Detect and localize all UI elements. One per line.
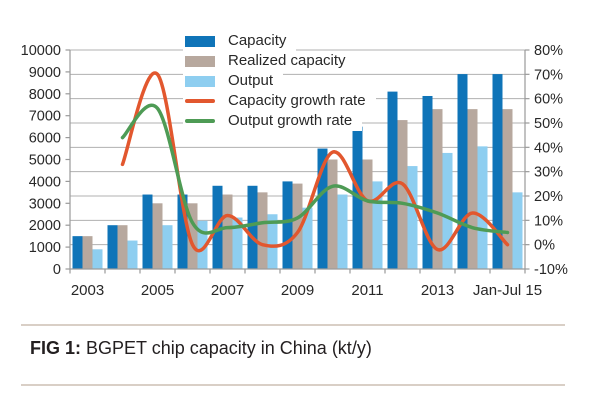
bar-output-2014 bbox=[477, 146, 488, 269]
bar-output-2006 bbox=[197, 220, 208, 269]
bar-output-2012 bbox=[407, 166, 418, 269]
legend-swatch-capacity bbox=[185, 35, 215, 47]
bar-capacity-2010 bbox=[317, 148, 328, 269]
x-axis-label: 2005 bbox=[141, 282, 174, 299]
right-axis-label: 70% bbox=[534, 67, 563, 83]
bar-capacity-2009 bbox=[282, 181, 293, 269]
legend-label-output: Output bbox=[228, 72, 274, 89]
legend-label-realized-capacity: Realized capacity bbox=[228, 52, 346, 69]
bar-realized-capacity-2003 bbox=[82, 236, 93, 269]
x-axis-label: 2011 bbox=[351, 282, 383, 299]
bar-realized-capacity-2011 bbox=[362, 159, 373, 269]
legend-swatch-realized-capacity bbox=[185, 55, 215, 67]
bar-capacity-2003 bbox=[72, 236, 83, 269]
legend-swatch-output bbox=[185, 75, 215, 87]
left-axis-label: 5000 bbox=[29, 153, 61, 169]
bar-realized-capacity-2006 bbox=[187, 203, 198, 269]
right-axis-label: 60% bbox=[534, 92, 563, 108]
bar-realized-capacity-2010 bbox=[327, 159, 338, 269]
legend-line-capacity-growth-icon bbox=[185, 99, 215, 103]
left-axis-label: 0 bbox=[53, 262, 61, 278]
bar-capacity-2014 bbox=[457, 74, 468, 269]
x-axis-label: 2013 bbox=[421, 282, 454, 299]
left-axis-label: 9000 bbox=[29, 65, 61, 81]
bar-capacity-Jan-Jul 15 bbox=[492, 74, 503, 269]
bar-output-2010 bbox=[337, 194, 348, 269]
line-output-growth-rate bbox=[120, 103, 510, 235]
bar-capacity-2004 bbox=[107, 225, 118, 269]
bar-output-2004 bbox=[127, 240, 138, 269]
bar-realized-capacity-2005 bbox=[152, 203, 163, 269]
line-capacity-growth-rate bbox=[120, 71, 510, 253]
x-axis-label: Jan-Jul 15 bbox=[473, 282, 542, 299]
legend-item-realized-capacity: Realized capacity bbox=[183, 51, 356, 71]
bar-realized-capacity-Jan-Jul 15 bbox=[502, 109, 513, 269]
right-axis-label: -10% bbox=[534, 262, 568, 278]
right-axis-label: 10% bbox=[534, 213, 563, 229]
legend-label-capacity: Capacity bbox=[228, 32, 287, 49]
x-axis-label: 2003 bbox=[71, 282, 104, 299]
left-axis-label: 7000 bbox=[29, 109, 61, 125]
bar-output-2011 bbox=[372, 181, 383, 269]
left-axis-label: 2000 bbox=[29, 218, 61, 234]
x-axis-label: 2009 bbox=[281, 282, 314, 299]
figure-caption: FIG 1: BGPET chip capacity in China (kt/… bbox=[30, 338, 372, 359]
bar-realized-capacity-2012 bbox=[397, 120, 408, 269]
bar-capacity-2012 bbox=[387, 91, 398, 269]
bar-realized-capacity-2008 bbox=[257, 192, 268, 269]
chart-area: 0 1000 2000 3000 4000 5000 6000 7000 8000 9000 100… bbox=[21, 31, 568, 299]
left-axis-label: 10000 bbox=[21, 43, 61, 59]
legend-item-capacity: Capacity bbox=[183, 31, 297, 51]
caption-label: FIG 1: bbox=[30, 338, 82, 358]
right-axis-label: 50% bbox=[534, 116, 563, 132]
bar-output-2005 bbox=[162, 225, 173, 269]
left-axis-label: 3000 bbox=[29, 196, 61, 212]
bar-output-2008 bbox=[267, 214, 278, 269]
caption-rule-top bbox=[21, 324, 565, 326]
right-axis-label: 30% bbox=[534, 165, 563, 181]
bar-output-2003 bbox=[92, 249, 103, 269]
bar-capacity-2013 bbox=[422, 95, 433, 270]
left-axis-label: 6000 bbox=[29, 131, 61, 147]
bar-output-2013 bbox=[442, 152, 453, 269]
caption-text: BGPET chip capacity in China (kt/y) bbox=[86, 338, 372, 358]
bar-realized-capacity-2009 bbox=[292, 183, 303, 269]
legend-line-output-growth-icon bbox=[185, 119, 215, 123]
right-axis-label: 0% bbox=[534, 238, 555, 254]
bar-realized-capacity-2004 bbox=[117, 225, 128, 269]
bar-output-Jan-Jul 15 bbox=[512, 192, 523, 269]
legend-item-output: Output bbox=[183, 71, 284, 91]
bar-output-2007 bbox=[232, 217, 243, 269]
bar-capacity-2005 bbox=[142, 194, 153, 269]
bar-output-2009 bbox=[302, 207, 313, 269]
bar-capacity-2006 bbox=[177, 194, 188, 269]
bar-realized-capacity-2013 bbox=[432, 109, 443, 269]
legend-label-capacity-growth-rate: Capacity growth rate bbox=[228, 92, 366, 109]
right-axis-label: 20% bbox=[534, 189, 563, 205]
legend-item-capacity-growth-rate: Capacity growth rate bbox=[183, 91, 376, 111]
bar-realized-capacity-2007 bbox=[222, 194, 233, 269]
legend-label-output-growth-rate: Output growth rate bbox=[228, 112, 353, 129]
bar-capacity-2008 bbox=[247, 185, 258, 269]
right-axis-label: 40% bbox=[534, 140, 563, 156]
chart-legend: Capacity Realized capacity Output Capaci… bbox=[183, 31, 376, 131]
right-axis-label: 80% bbox=[534, 43, 563, 59]
chart-canvas: 0 1000 2000 3000 4000 5000 6000 7000 8000 9000 100… bbox=[21, 43, 568, 299]
x-axis-label: 2007 bbox=[211, 282, 244, 299]
legend-item-output-growth-rate: Output growth rate bbox=[183, 111, 363, 131]
left-axis-label: 8000 bbox=[29, 87, 61, 103]
caption-rule-bottom bbox=[21, 384, 565, 386]
left-axis-label: 4000 bbox=[29, 174, 61, 190]
bar-realized-capacity-2014 bbox=[467, 109, 478, 269]
left-axis-label: 1000 bbox=[29, 240, 61, 256]
